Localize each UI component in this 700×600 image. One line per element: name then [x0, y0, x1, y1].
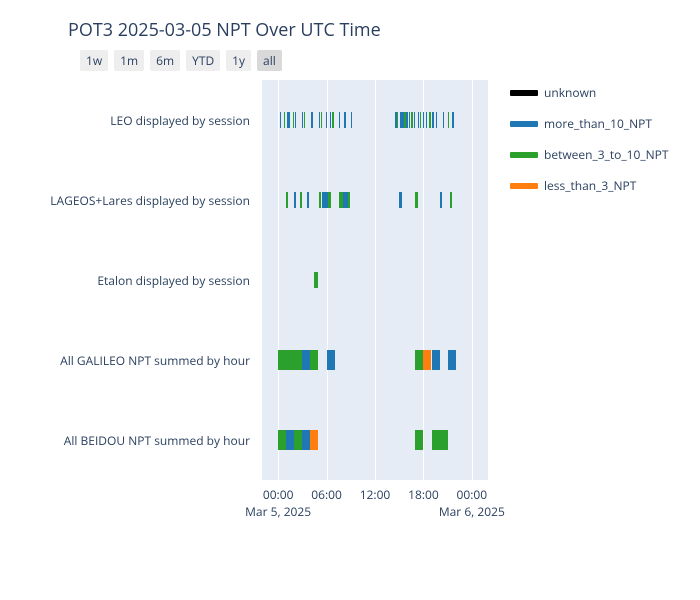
- data-segment[interactable]: [284, 112, 286, 128]
- legend-label: more_than_10_NPT: [544, 115, 652, 132]
- data-segment[interactable]: [429, 112, 431, 128]
- data-segment[interactable]: [418, 112, 420, 128]
- data-segment[interactable]: [278, 350, 286, 370]
- legend-swatch: [510, 152, 538, 158]
- data-segment[interactable]: [397, 112, 398, 128]
- data-segment[interactable]: [310, 430, 318, 450]
- data-segment[interactable]: [302, 430, 310, 450]
- data-segment[interactable]: [399, 192, 401, 208]
- data-segment[interactable]: [400, 112, 402, 128]
- x-tick: 00:00Mar 6, 2025: [439, 486, 505, 520]
- data-segment[interactable]: [415, 430, 423, 450]
- data-segment[interactable]: [295, 112, 296, 128]
- y-category-label: All GALILEO NPT summed by hour: [0, 352, 250, 369]
- data-segment[interactable]: [300, 192, 302, 208]
- data-segment[interactable]: [406, 112, 408, 128]
- data-segment[interactable]: [344, 112, 346, 128]
- data-segment[interactable]: [321, 112, 323, 128]
- legend-item-more_than_10_NPT[interactable]: more_than_10_NPT: [510, 115, 668, 132]
- data-segment[interactable]: [304, 112, 305, 128]
- y-category-label: LEO displayed by session: [0, 112, 250, 129]
- data-segment[interactable]: [311, 112, 313, 128]
- x-tick: 18:00: [408, 486, 439, 503]
- data-segment[interactable]: [310, 350, 318, 370]
- legend-label: unknown: [544, 84, 596, 101]
- legend-swatch: [510, 121, 538, 127]
- legend-item-less_than_3_NPT[interactable]: less_than_3_NPT: [510, 177, 668, 194]
- data-segment[interactable]: [294, 192, 296, 208]
- data-segment[interactable]: [411, 112, 413, 128]
- y-category-label: Etalon displayed by session: [0, 272, 250, 289]
- data-segment[interactable]: [327, 350, 335, 370]
- legend-item-unknown[interactable]: unknown: [510, 84, 668, 101]
- legend-swatch: [510, 183, 538, 189]
- range-button-1w[interactable]: 1w: [80, 50, 108, 71]
- plot-area: [262, 80, 488, 480]
- data-segment[interactable]: [278, 430, 286, 450]
- range-button-1y[interactable]: 1y: [226, 50, 251, 71]
- data-segment[interactable]: [319, 192, 321, 208]
- legend-label: less_than_3_NPT: [544, 177, 636, 194]
- range-selector: 1w 1m 6m YTD 1y all: [80, 50, 282, 71]
- data-segment[interactable]: [328, 192, 330, 208]
- data-segment[interactable]: [426, 112, 428, 128]
- data-segment[interactable]: [420, 112, 421, 128]
- chart-title: POT3 2025-03-05 NPT Over UTC Time: [68, 18, 381, 42]
- data-segment[interactable]: [326, 112, 328, 128]
- range-button-all[interactable]: all: [257, 50, 282, 71]
- legend-label: between_3_to_10_NPT: [544, 146, 668, 163]
- data-segment[interactable]: [307, 192, 309, 208]
- data-segment[interactable]: [280, 112, 282, 128]
- y-category-label: LAGEOS+Lares displayed by session: [0, 192, 250, 209]
- data-segment[interactable]: [409, 112, 410, 128]
- data-segment[interactable]: [289, 112, 290, 128]
- data-segment[interactable]: [440, 430, 448, 450]
- data-segment[interactable]: [448, 350, 456, 370]
- data-segment[interactable]: [432, 350, 440, 370]
- data-segment[interactable]: [314, 272, 317, 288]
- data-segment[interactable]: [286, 430, 294, 450]
- data-segment[interactable]: [432, 112, 434, 128]
- y-category-label: All BEIDOU NPT summed by hour: [0, 432, 250, 449]
- range-button-YTD[interactable]: YTD: [186, 50, 220, 71]
- data-segment[interactable]: [294, 430, 302, 450]
- data-segment[interactable]: [432, 430, 440, 450]
- data-segment[interactable]: [440, 192, 442, 208]
- data-segment[interactable]: [415, 350, 423, 370]
- x-tick: 12:00: [360, 486, 391, 503]
- legend-item-between_3_to_10_NPT[interactable]: between_3_to_10_NPT: [510, 146, 668, 163]
- data-segment[interactable]: [448, 112, 450, 128]
- legend-swatch: [510, 90, 538, 96]
- data-segment[interactable]: [330, 112, 332, 128]
- legend: unknown more_than_10_NPT between_3_to_10_N…: [510, 84, 668, 208]
- data-segment[interactable]: [351, 112, 353, 128]
- data-segment[interactable]: [436, 112, 438, 128]
- data-segment[interactable]: [348, 192, 350, 208]
- data-segment[interactable]: [450, 192, 452, 208]
- data-segment[interactable]: [452, 112, 454, 128]
- x-tick: 00:00Mar 5, 2025: [245, 486, 311, 520]
- data-segment[interactable]: [415, 192, 417, 208]
- data-segment[interactable]: [414, 112, 416, 128]
- range-button-6m[interactable]: 6m: [150, 50, 180, 71]
- data-segment[interactable]: [339, 112, 341, 128]
- data-segment[interactable]: [302, 350, 310, 370]
- data-segment[interactable]: [332, 112, 334, 128]
- range-button-1m[interactable]: 1m: [114, 50, 144, 71]
- data-segment[interactable]: [423, 350, 431, 370]
- data-segment[interactable]: [286, 192, 288, 208]
- data-segment[interactable]: [294, 350, 302, 370]
- data-segment[interactable]: [443, 112, 445, 128]
- data-segment[interactable]: [286, 350, 294, 370]
- data-segment[interactable]: [423, 112, 425, 128]
- data-segment[interactable]: [404, 112, 405, 128]
- x-tick: 06:00: [311, 486, 342, 503]
